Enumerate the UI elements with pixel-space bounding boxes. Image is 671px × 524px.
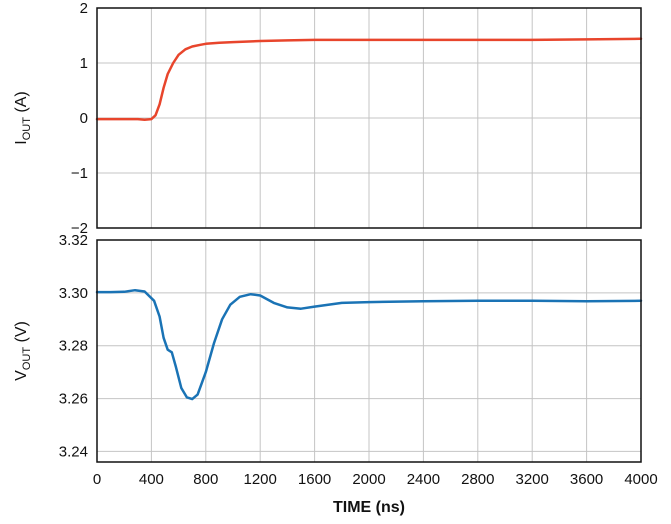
y-tick-label: 3.30 [59,285,88,302]
y-tick-label: 2 [80,0,88,17]
x-tick-label: 1200 [244,471,277,488]
top-y-tick-labels: 2 1 0 −1 −2 [71,0,88,237]
x-tick-label: 2800 [461,471,494,488]
bottom-y-axis-label-main: V [13,370,30,381]
x-tick-label: 3200 [516,471,549,488]
bottom-y-tick-labels: 3.32 3.30 3.28 3.26 3.24 [59,232,88,460]
y-tick-label: 3.26 [59,391,88,408]
top-y-axis-label-unit: (A) [13,91,30,117]
y-tick-label: 1 [80,55,88,72]
y-tick-label: 3.32 [59,232,88,249]
x-tick-label: 2400 [407,471,440,488]
top-gridlines [97,8,641,228]
bottom-panel: 3.32 3.30 3.28 3.26 3.24 0 400 800 1200 1600 2000… [13,232,658,516]
y-tick-label: 3.28 [59,338,88,355]
bottom-y-axis-label: VOUT (V) [13,321,33,381]
top-y-axis-label: IOUT (A) [13,91,33,144]
x-axis-label: TIME (ns) [333,499,405,516]
y-tick-label: −1 [71,165,88,182]
top-plot-frame [96,7,642,229]
y-tick-label: 3.24 [59,443,88,460]
top-panel: 2 1 0 −1 −2 IOUT (A) [13,0,643,237]
vout-line [95,288,643,401]
bottom-gridlines [97,240,641,462]
x-tick-label: 1600 [298,471,331,488]
x-tick-label: 4000 [624,471,657,488]
bottom-y-axis-label-unit: (V) [13,321,30,347]
x-tick-labels: 0 400 800 1200 1600 2000 2400 2800 3200 3600 4000 [93,471,658,488]
x-tick-label: 3600 [570,471,603,488]
bottom-y-axis-label-sub: OUT [21,347,33,371]
x-tick-label: 0 [93,471,101,488]
y-tick-label: 0 [80,110,88,127]
top-y-axis-label-sub: OUT [21,117,33,141]
iout-line [95,37,643,121]
x-tick-label: 2000 [352,471,385,488]
bottom-plot-frame [96,239,642,463]
top-y-axis-label-main: I [13,140,30,144]
y-tick-label: −2 [71,220,88,237]
x-tick-label: 800 [193,471,218,488]
x-tick-label: 400 [139,471,164,488]
